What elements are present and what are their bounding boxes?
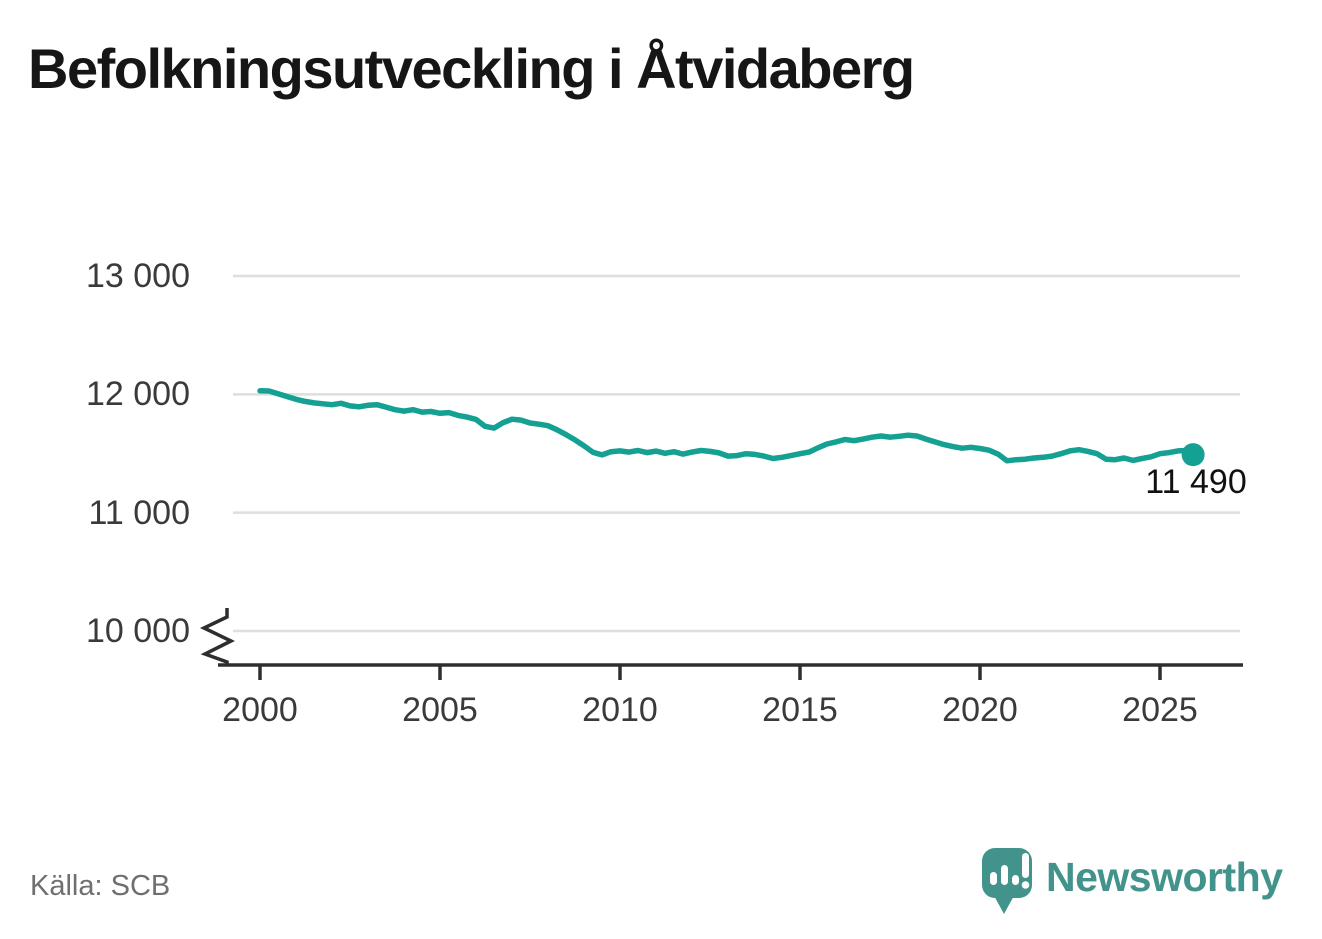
x-tick-label: 2005 [402, 691, 478, 729]
y-tick-label: 11 000 [88, 493, 190, 532]
x-tick-label: 2010 [582, 691, 658, 729]
y-tick-label: 12 000 [86, 375, 190, 414]
x-tick-label: 2000 [222, 691, 298, 729]
axis-break-icon [199, 608, 235, 666]
x-tick-label: 2020 [942, 691, 1018, 729]
mini-bar-chart-glyph [990, 865, 1019, 885]
y-tick-label: 13 000 [86, 257, 190, 295]
y-tick-label: 10 000 [86, 612, 190, 650]
newsworthy-logo: Newsworthy [982, 846, 1294, 916]
end-value-label: 11 490 [1145, 463, 1247, 501]
brand-name: Newsworthy [1046, 854, 1283, 900]
population-line [257, 388, 1196, 464]
newsworthy-bubble-chart-icon [982, 848, 1032, 914]
exclamation-glyph [1021, 853, 1030, 889]
last-point-marker [1181, 443, 1205, 467]
x-tick-label: 2025 [1122, 691, 1198, 729]
x-tick-label: 2015 [762, 691, 838, 729]
source-note: Källa: SCB [30, 870, 171, 902]
page-title: Befolkningsutveckling i Åtvidaberg [28, 37, 915, 100]
